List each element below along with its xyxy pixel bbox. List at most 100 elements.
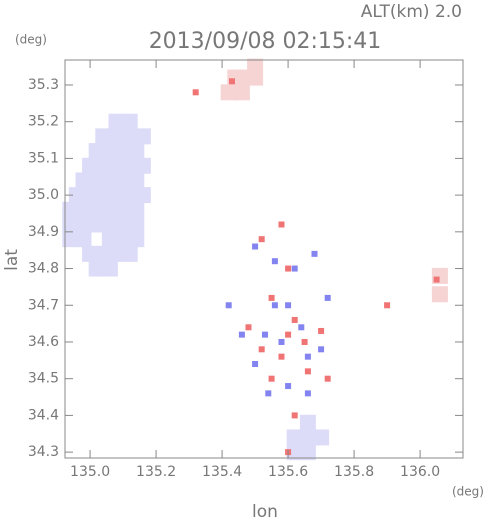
data-cell [101, 172, 118, 189]
data-cell [108, 113, 125, 130]
data-cell [384, 302, 391, 309]
data-cell [115, 231, 132, 248]
data-cell [286, 444, 303, 461]
data-cell [128, 143, 145, 160]
data-cell [62, 216, 79, 233]
data-cell [121, 128, 138, 145]
data-cell [75, 231, 92, 248]
chart-title: 2013/09/08 02:15:41 [149, 29, 382, 54]
y-tick-label: 34.7 [28, 297, 59, 313]
data-cell [115, 216, 132, 233]
x-axis-label: lon [252, 502, 278, 521]
data-cell [88, 201, 105, 218]
data-cell [291, 265, 298, 272]
plot-area [62, 58, 448, 461]
x-unit: (deg) [452, 485, 484, 499]
y-tick-label: 34.9 [28, 224, 59, 240]
data-cell [88, 260, 105, 277]
data-cell [75, 201, 92, 218]
data-cell [228, 78, 235, 85]
x-tick-label: 136.0 [400, 464, 440, 480]
data-cell [225, 302, 232, 309]
data-cell [285, 383, 292, 390]
y-tick-label: 34.6 [28, 334, 59, 350]
data-cell [286, 429, 303, 446]
data-cell [299, 429, 316, 446]
data-cell [108, 128, 125, 145]
data-cell [75, 216, 92, 233]
data-cell [433, 276, 440, 283]
chart-subtitle: ALT(km) 2.0 [361, 2, 462, 22]
data-cell [75, 172, 92, 189]
data-cell [101, 216, 118, 233]
data-cell [128, 231, 145, 248]
data-cell [304, 390, 311, 397]
data-cell [291, 412, 298, 419]
data-cell [128, 201, 145, 218]
data-cell [134, 128, 151, 145]
y-tick-label: 35.2 [28, 114, 59, 130]
data-cell [285, 331, 292, 338]
data-cell [313, 429, 330, 446]
data-cell [258, 346, 265, 353]
data-cell [299, 414, 316, 431]
data-cell [301, 338, 308, 345]
data-cell [128, 216, 145, 233]
data-cell [88, 172, 105, 189]
data-cell [134, 157, 151, 174]
data-cell [298, 324, 305, 331]
data-cell [108, 157, 125, 174]
x-tick-label: 135.8 [334, 464, 374, 480]
data-cell [101, 231, 118, 248]
data-cell [88, 143, 105, 160]
data-cell [271, 258, 278, 265]
data-cell [115, 143, 132, 160]
data-cell [88, 216, 105, 233]
data-cell [268, 375, 275, 382]
y-tick-label: 34.3 [28, 444, 59, 460]
data-cell [101, 201, 118, 218]
data-cell [82, 245, 99, 262]
y-tick-label: 34.8 [28, 261, 59, 277]
data-cell [252, 243, 259, 250]
y-axis-label: lat [2, 249, 22, 271]
data-cell [68, 187, 85, 204]
data-cell [121, 113, 138, 130]
data-cell [101, 260, 118, 277]
data-cell [268, 294, 275, 301]
data-cell [95, 128, 112, 145]
data-cell [62, 231, 79, 248]
data-cell [304, 353, 311, 360]
data-cell [233, 84, 250, 101]
data-cell [324, 294, 331, 301]
data-cell [304, 368, 311, 375]
data-cell [252, 361, 259, 368]
data-cell [278, 353, 285, 360]
data-cell [95, 187, 112, 204]
data-cell [108, 187, 125, 204]
y-tick-label: 35.1 [28, 150, 59, 166]
y-tick-label: 35.3 [28, 77, 59, 93]
data-cell [115, 172, 132, 189]
data-cell [101, 143, 118, 160]
x-tick-label: 135.0 [70, 464, 110, 480]
data-cell [82, 157, 99, 174]
data-cell [318, 327, 325, 334]
data-cell [291, 316, 298, 323]
data-cell [62, 201, 79, 218]
data-cell [95, 245, 112, 262]
data-cell [258, 236, 265, 243]
data-cell [95, 157, 112, 174]
data-cell [285, 265, 292, 272]
data-cell [278, 221, 285, 228]
data-cell [278, 338, 285, 345]
x-tick-label: 135.2 [136, 464, 176, 480]
data-cell [108, 245, 125, 262]
data-cell [285, 302, 292, 309]
data-cell [128, 172, 145, 189]
data-cell [238, 331, 245, 338]
data-cell [192, 89, 199, 96]
data-cell [134, 187, 151, 204]
data-cell [220, 84, 237, 101]
